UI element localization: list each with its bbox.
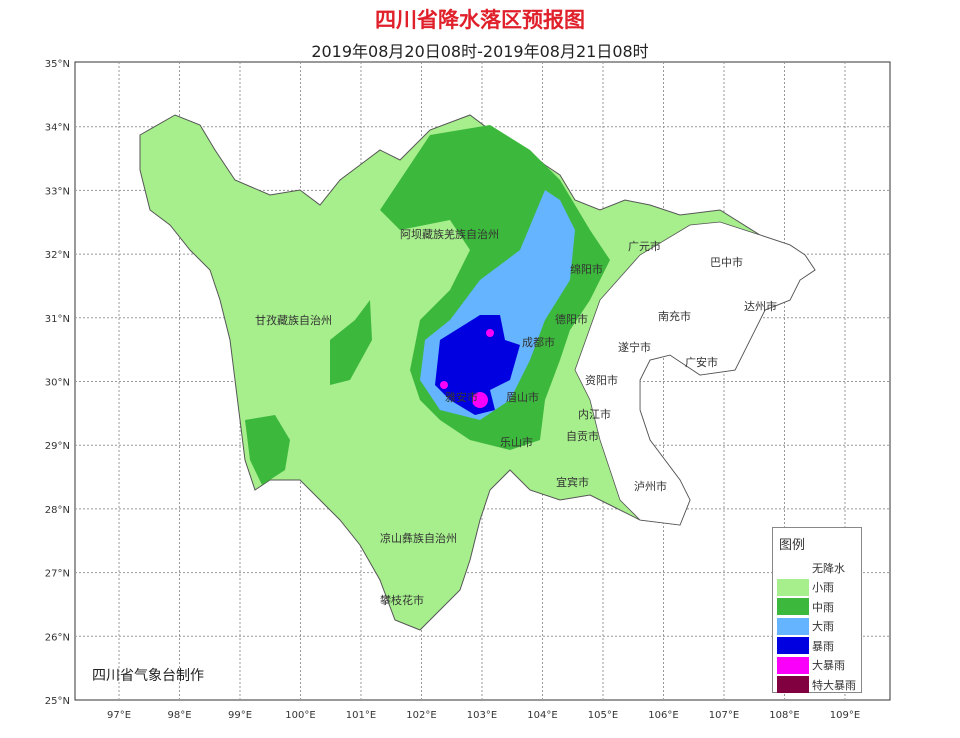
label-deyang: 德阳市 — [555, 312, 588, 326]
label-neijiang: 内江市 — [578, 407, 611, 421]
lat-tick-label: 34°N — [45, 123, 70, 134]
legend-item: 中雨 — [777, 597, 834, 616]
legend-swatch — [777, 598, 809, 615]
label-ziyang: 资阳市 — [585, 373, 618, 387]
lat-tick-label: 27°N — [45, 569, 70, 580]
label-yaan: 雅安市 — [445, 390, 478, 404]
label-zigong: 自贡市 — [566, 429, 599, 443]
label-aba: 阿坝藏族羌族自治州 — [400, 227, 499, 241]
moderate-rain-west — [245, 415, 290, 485]
legend-swatch — [777, 676, 809, 693]
lat-tick-label: 31°N — [45, 314, 70, 325]
lat-tick-label: 33°N — [45, 186, 70, 197]
legend-item: 大雨 — [777, 617, 834, 636]
lat-tick-label: 29°N — [45, 441, 70, 452]
lon-tick-label: 106°E — [648, 710, 678, 721]
legend-label: 无降水 — [812, 561, 845, 575]
legend-label: 大暴雨 — [812, 659, 845, 672]
legend-item: 小雨 — [777, 578, 834, 597]
lon-tick-label: 108°E — [769, 710, 799, 721]
moderate-rain-sw — [330, 300, 372, 385]
label-ganzi: 甘孜藏族自治州 — [255, 313, 332, 327]
rainstorm-area — [435, 315, 520, 415]
credit-text: 四川省气象台制作 — [92, 668, 204, 684]
lon-tick-label: 101°E — [346, 710, 376, 721]
lon-tick-label: 109°E — [830, 710, 860, 721]
label-meishan: 眉山市 — [506, 390, 539, 404]
no-rain-area — [574, 221, 816, 526]
map-title: 四川省降水落区预报图 — [375, 8, 585, 32]
map-subtitle: 2019年08月20日08时-2019年08月21日08时 — [311, 42, 649, 61]
legend-item: 暴雨 — [777, 636, 834, 655]
lat-tick-label: 25°N — [45, 696, 70, 707]
legend-swatch — [777, 637, 809, 654]
lon-tick-label: 100°E — [285, 710, 315, 721]
legend-swatch — [777, 656, 809, 674]
legend: 图例 无降水小雨中雨大雨暴雨大暴雨特大暴雨 — [772, 527, 862, 693]
legend-title: 图例 — [779, 538, 806, 553]
label-leshan: 乐山市 — [500, 435, 533, 449]
lon-tick-label: 99°E — [228, 710, 252, 721]
legend-label: 大雨 — [812, 620, 834, 633]
legend-label: 暴雨 — [812, 639, 834, 653]
label-panzhihua: 攀枝花市 — [380, 593, 424, 607]
lon-tick-label: 107°E — [709, 710, 739, 721]
label-nanchong: 南充市 — [658, 309, 691, 323]
legend-swatch — [777, 559, 809, 576]
label-yibin: 宜宾市 — [556, 475, 589, 489]
lat-tick-label: 32°N — [45, 250, 70, 261]
lon-tick-label: 98°E — [167, 710, 191, 721]
legend-label: 中雨 — [812, 600, 834, 614]
lat-tick-label: 26°N — [45, 632, 70, 643]
severe-rainstorm-area — [486, 329, 494, 337]
label-luzhou: 泸州市 — [634, 479, 667, 493]
lon-tick-label: 97°E — [107, 710, 131, 721]
label-dazhou: 达州市 — [744, 299, 777, 313]
label-bazhong: 巴中市 — [710, 255, 743, 269]
lon-tick-label: 103°E — [467, 710, 497, 721]
label-guangyuan: 广元市 — [628, 239, 661, 253]
label-mianyang: 绵阳市 — [570, 262, 603, 276]
legend-item: 无降水 — [777, 558, 845, 577]
severe-rainstorm-area — [440, 381, 448, 389]
lat-tick-label: 35°N — [45, 59, 70, 70]
lat-tick-label: 30°N — [45, 378, 70, 389]
label-chengdu: 成都市 — [522, 335, 555, 349]
legend-label: 特大暴雨 — [812, 678, 856, 692]
lat-tick-label: 28°N — [45, 505, 70, 516]
severe-rainstorm-area — [472, 392, 488, 408]
legend-swatch — [777, 578, 809, 596]
lon-tick-label: 102°E — [406, 710, 436, 721]
lon-tick-label: 105°E — [588, 710, 618, 721]
label-suining: 遂宁市 — [618, 340, 651, 354]
legend-label: 小雨 — [812, 581, 834, 594]
legend-item: 特大暴雨 — [777, 675, 856, 694]
label-guangan: 广安市 — [685, 355, 718, 369]
region-labels: 阿坝藏族羌族自治州 甘孜藏族自治州 凉山彝族自治州 攀枝花市 广元市 巴中市 绵… — [255, 227, 777, 607]
label-liangshan: 凉山彝族自治州 — [380, 531, 457, 545]
legend-swatch — [777, 617, 809, 635]
lon-tick-label: 104°E — [527, 710, 557, 721]
legend-item: 大暴雨 — [777, 656, 845, 675]
